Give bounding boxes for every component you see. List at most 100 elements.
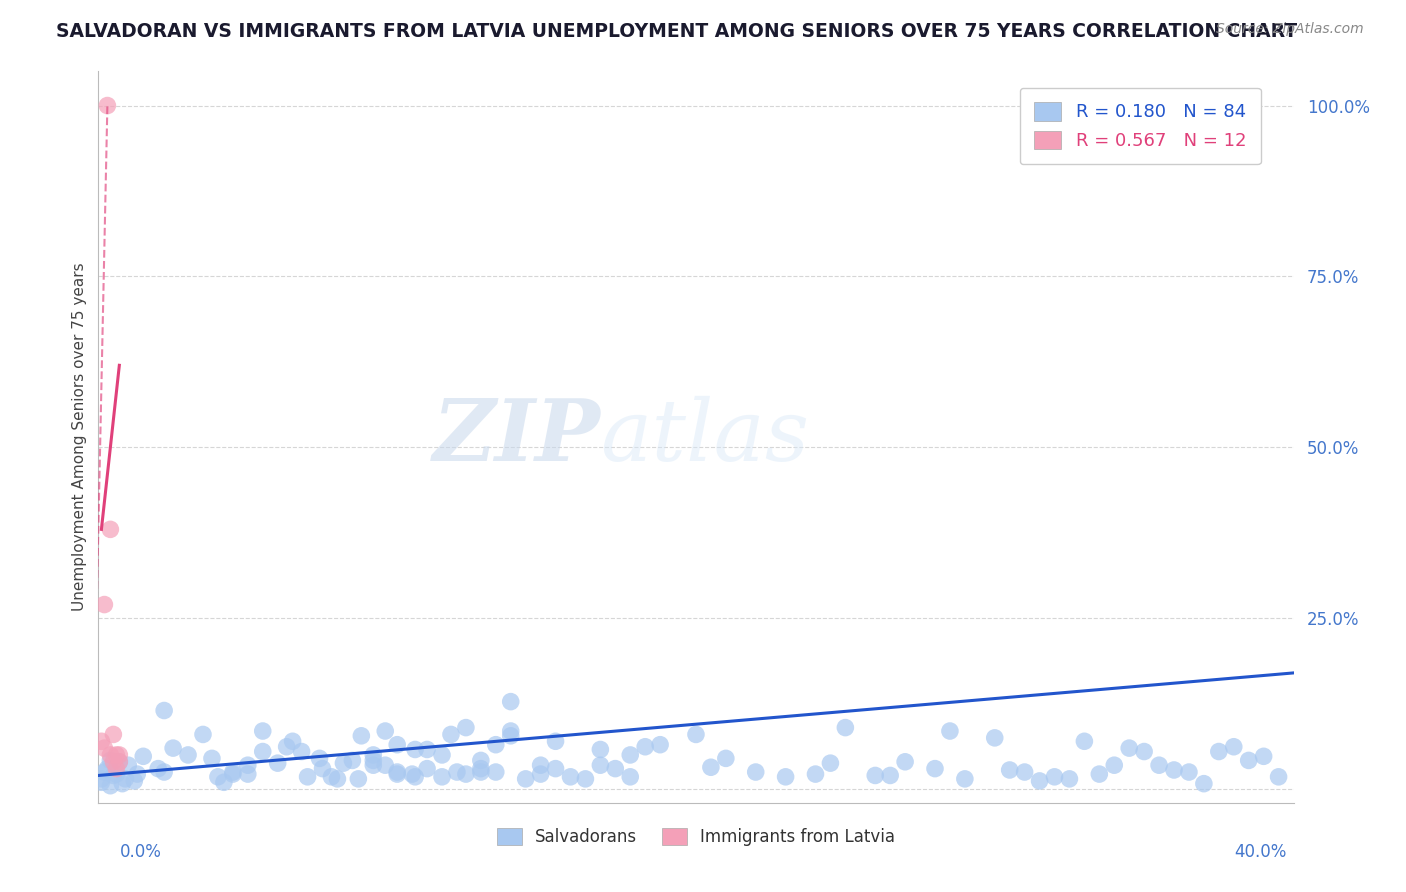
Point [1223, 739, 1246, 754]
Text: ZIP: ZIP [433, 395, 600, 479]
Point [105, 762, 128, 776]
Point [685, 727, 707, 741]
Point [714, 751, 737, 765]
Point [114, 772, 136, 786]
Point [515, 772, 537, 786]
Point [605, 762, 627, 776]
Point [1192, 777, 1215, 791]
Point [90, 734, 112, 748]
Point [347, 772, 370, 786]
Point [446, 765, 468, 780]
Point [276, 739, 298, 754]
Point [634, 739, 657, 754]
Text: 0.0%: 0.0% [120, 843, 162, 861]
Point [148, 762, 170, 776]
Point [222, 765, 245, 780]
Point [998, 763, 1021, 777]
Point [308, 751, 330, 765]
Point [953, 772, 976, 786]
Point [108, 755, 131, 769]
Point [984, 731, 1007, 745]
Text: 40.0%: 40.0% [1234, 843, 1286, 861]
Point [574, 772, 596, 786]
Point [879, 768, 901, 782]
Point [745, 765, 768, 780]
Point [108, 755, 131, 769]
Point [834, 721, 856, 735]
Point [90, 775, 112, 789]
Point [363, 747, 385, 762]
Point [416, 742, 439, 756]
Point [103, 768, 125, 782]
Point [96, 762, 118, 776]
Point [117, 758, 139, 772]
Text: Source: ZipAtlas.com: Source: ZipAtlas.com [1216, 22, 1364, 37]
Point [332, 756, 354, 771]
Point [560, 770, 582, 784]
Point [311, 762, 333, 776]
Point [1073, 734, 1095, 748]
Point [98, 753, 122, 767]
Point [1014, 765, 1036, 780]
Point [385, 767, 409, 781]
Point [775, 770, 797, 784]
Point [93, 765, 115, 780]
Point [124, 773, 146, 788]
Point [108, 747, 131, 762]
Point [93, 741, 115, 756]
Point [153, 704, 176, 718]
Point [589, 742, 612, 756]
Point [865, 768, 887, 782]
Point [177, 747, 200, 762]
Point [222, 767, 245, 781]
Text: SALVADORAN VS IMMIGRANTS FROM LATVIA UNEMPLOYMENT AMONG SENIORS OVER 75 YEARS CO: SALVADORAN VS IMMIGRANTS FROM LATVIA UNE… [56, 22, 1298, 41]
Point [485, 765, 508, 780]
Point [252, 724, 274, 739]
Point [1178, 765, 1201, 780]
Point [1088, 767, 1111, 781]
Y-axis label: Unemployment Among Seniors over 75 years: Unemployment Among Seniors over 75 years [72, 263, 87, 611]
Point [544, 762, 567, 776]
Point [1253, 749, 1275, 764]
Point [894, 755, 917, 769]
Point [96, 98, 118, 112]
Point [454, 721, 477, 735]
Point [619, 747, 641, 762]
Point [297, 770, 319, 784]
Point [363, 753, 385, 767]
Point [1028, 773, 1050, 788]
Point [1163, 763, 1185, 777]
Point [207, 770, 229, 784]
Point [700, 760, 723, 774]
Point [350, 729, 373, 743]
Point [804, 767, 827, 781]
Point [1267, 770, 1289, 784]
Point [212, 775, 235, 789]
Point [470, 762, 492, 776]
Point [485, 738, 508, 752]
Point [454, 767, 477, 781]
Legend: Salvadorans, Immigrants from Latvia: Salvadorans, Immigrants from Latvia [489, 822, 903, 853]
Point [93, 598, 115, 612]
Point [252, 745, 274, 759]
Point [499, 695, 522, 709]
Point [470, 765, 492, 780]
Point [321, 770, 343, 784]
Point [1118, 741, 1140, 756]
Point [191, 727, 214, 741]
Point [1237, 753, 1260, 767]
Text: atlas: atlas [600, 396, 810, 478]
Point [1147, 758, 1170, 772]
Point [98, 779, 122, 793]
Point [430, 747, 453, 762]
Point [1133, 745, 1156, 759]
Point [385, 738, 409, 752]
Point [162, 741, 184, 756]
Point [132, 749, 155, 764]
Point [111, 777, 134, 791]
Point [374, 724, 396, 739]
Point [1208, 745, 1230, 759]
Point [127, 767, 149, 781]
Point [404, 770, 426, 784]
Point [281, 734, 304, 748]
